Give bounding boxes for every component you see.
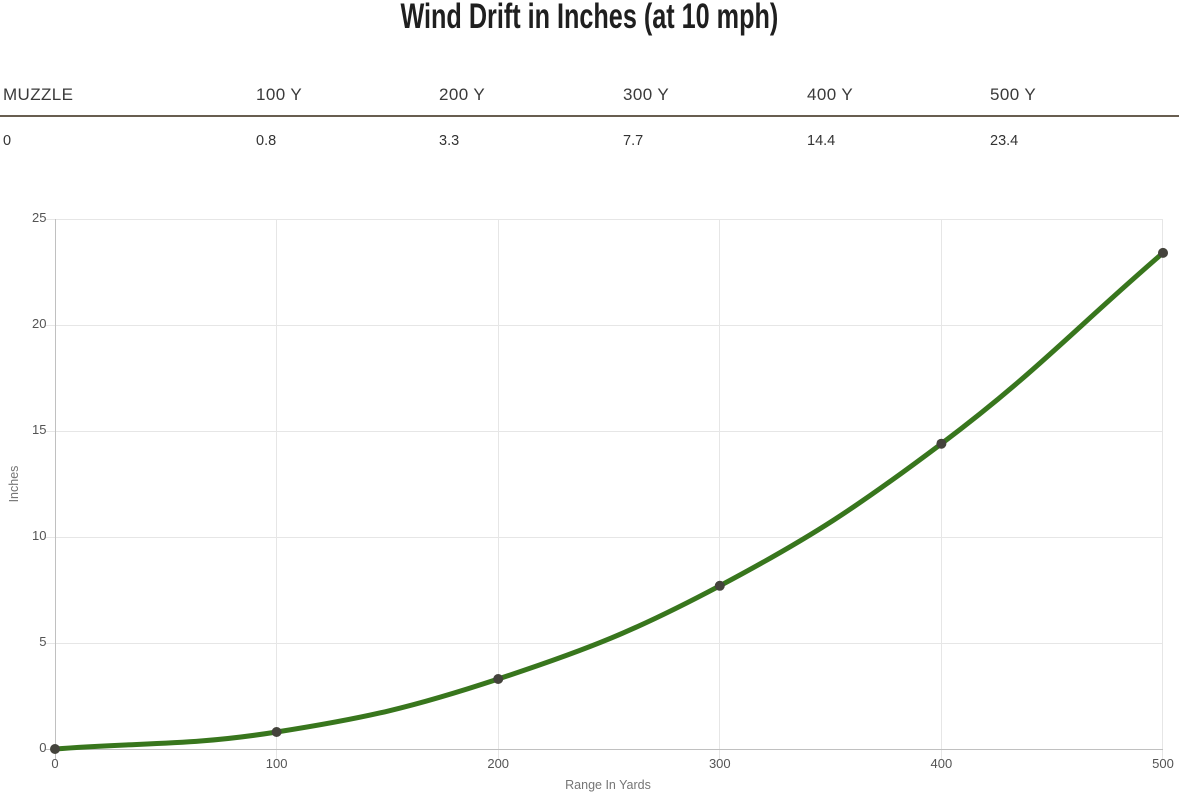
svg-text:100: 100 bbox=[266, 756, 288, 771]
svg-text:20: 20 bbox=[32, 316, 46, 331]
svg-text:10: 10 bbox=[32, 528, 46, 543]
svg-text:15: 15 bbox=[32, 422, 46, 437]
svg-text:300: 300 bbox=[709, 756, 731, 771]
svg-text:400: 400 bbox=[931, 756, 953, 771]
svg-text:0: 0 bbox=[39, 740, 46, 755]
svg-text:Range In Yards: Range In Yards bbox=[565, 778, 651, 792]
svg-text:0: 0 bbox=[51, 756, 58, 771]
svg-text:500: 500 bbox=[1152, 756, 1174, 771]
svg-text:25: 25 bbox=[32, 210, 46, 225]
svg-text:200: 200 bbox=[487, 756, 509, 771]
svg-text:5: 5 bbox=[39, 634, 46, 649]
svg-text:Inches: Inches bbox=[7, 466, 21, 503]
